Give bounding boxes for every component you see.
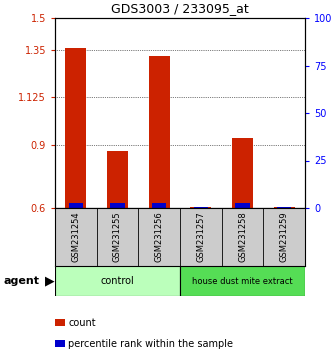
Text: GSM231256: GSM231256 xyxy=(155,212,164,262)
Text: control: control xyxy=(101,276,134,286)
Bar xyxy=(180,266,305,296)
Bar xyxy=(55,266,180,296)
Title: GDS3003 / 233095_at: GDS3003 / 233095_at xyxy=(111,2,249,16)
Text: percentile rank within the sample: percentile rank within the sample xyxy=(68,339,233,349)
Bar xyxy=(152,203,166,208)
Bar xyxy=(232,138,253,208)
Text: GSM231255: GSM231255 xyxy=(113,212,122,262)
Text: GSM231254: GSM231254 xyxy=(71,212,80,262)
Bar xyxy=(69,203,83,208)
Text: agent: agent xyxy=(3,276,39,286)
Bar xyxy=(66,47,86,208)
Text: GSM231258: GSM231258 xyxy=(238,212,247,262)
Bar xyxy=(110,203,125,208)
Text: GSM231259: GSM231259 xyxy=(280,212,289,262)
Bar xyxy=(235,203,250,208)
Bar xyxy=(277,207,292,208)
Text: count: count xyxy=(68,318,96,327)
Bar xyxy=(274,207,295,208)
Bar xyxy=(107,151,128,208)
Bar xyxy=(190,207,211,208)
Text: ▶: ▶ xyxy=(45,274,54,287)
Bar xyxy=(194,207,208,208)
Bar xyxy=(149,56,169,208)
Text: GSM231257: GSM231257 xyxy=(196,212,205,262)
Text: house dust mite extract: house dust mite extract xyxy=(192,276,293,285)
